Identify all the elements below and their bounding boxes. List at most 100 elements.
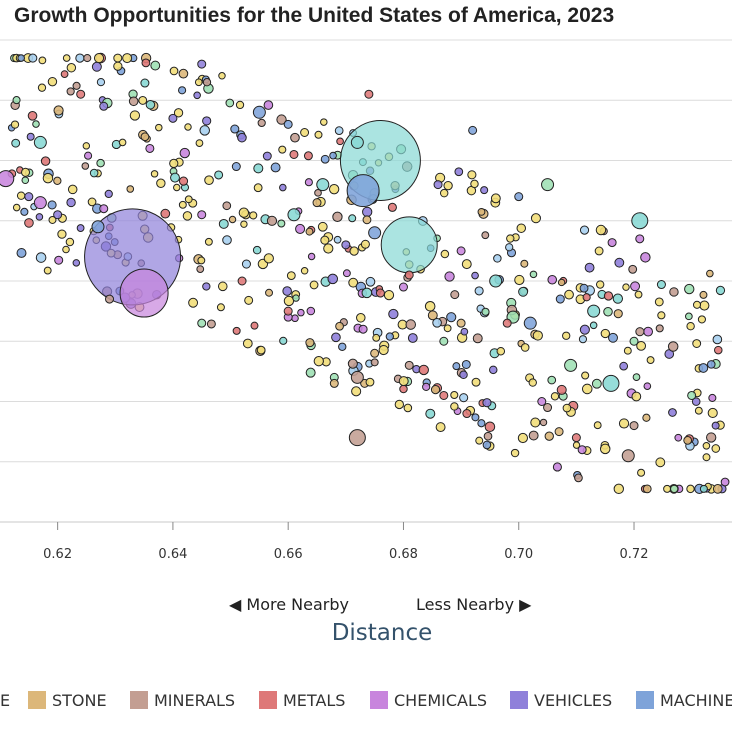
bubble-point[interactable] bbox=[173, 183, 181, 192]
bubble-point[interactable] bbox=[160, 208, 171, 219]
bubble-point[interactable] bbox=[305, 367, 316, 378]
bubble-chemicals[interactable] bbox=[358, 324, 368, 334]
bubble-point[interactable] bbox=[579, 324, 590, 335]
bubble-point[interactable] bbox=[422, 382, 431, 391]
bubble-point[interactable] bbox=[204, 175, 214, 185]
bubble-electronics[interactable] bbox=[33, 135, 47, 149]
bubble-point[interactable] bbox=[11, 138, 21, 148]
bubble-point[interactable] bbox=[178, 200, 187, 209]
bubble-point[interactable] bbox=[81, 162, 90, 170]
bubble-point[interactable] bbox=[594, 246, 604, 256]
bubble-point[interactable] bbox=[21, 176, 30, 185]
bubble-point[interactable] bbox=[329, 151, 337, 160]
bubble-point[interactable] bbox=[356, 313, 366, 323]
bubble-point[interactable] bbox=[452, 362, 461, 371]
bubble-point[interactable] bbox=[314, 189, 322, 197]
bubble-point[interactable] bbox=[669, 287, 679, 297]
bubble-machinery[interactable] bbox=[231, 162, 241, 172]
bubble-point[interactable] bbox=[156, 178, 166, 188]
bubble-point[interactable] bbox=[313, 355, 324, 367]
bubble-point[interactable] bbox=[470, 179, 479, 189]
legend-swatch-minerals[interactable] bbox=[130, 691, 148, 709]
bubble-point[interactable] bbox=[607, 238, 617, 248]
bubble-point[interactable] bbox=[603, 306, 613, 317]
bubble-point[interactable] bbox=[263, 253, 274, 264]
bubble-point[interactable] bbox=[635, 327, 645, 337]
bubble-point[interactable] bbox=[642, 413, 651, 422]
bubble-point[interactable] bbox=[578, 335, 588, 344]
bubble-machinery[interactable] bbox=[346, 174, 380, 208]
bubble-point[interactable] bbox=[240, 220, 248, 228]
bubble-point[interactable] bbox=[348, 214, 357, 223]
bubble-point[interactable] bbox=[66, 63, 77, 73]
legend-label-metals[interactable]: METALS bbox=[283, 691, 345, 710]
bubble-electronics[interactable] bbox=[380, 216, 438, 274]
bubble-point[interactable] bbox=[197, 256, 206, 265]
bubble-point[interactable] bbox=[628, 264, 638, 274]
bubble-point[interactable] bbox=[307, 252, 316, 261]
bubble-point[interactable] bbox=[711, 421, 720, 430]
bubble-point[interactable] bbox=[122, 53, 133, 64]
bubble-point[interactable] bbox=[450, 402, 459, 411]
bubble-stone[interactable] bbox=[329, 378, 339, 388]
bubble-point[interactable] bbox=[184, 195, 193, 204]
bubble-point[interactable] bbox=[599, 443, 611, 455]
bubble-electronics[interactable] bbox=[316, 178, 330, 192]
bubble-point[interactable] bbox=[712, 484, 723, 494]
bubble-point[interactable] bbox=[471, 377, 481, 387]
bubble-point[interactable] bbox=[28, 53, 38, 63]
bubble-textiles[interactable] bbox=[197, 318, 207, 328]
bubble-metals[interactable] bbox=[76, 89, 86, 99]
bubble-point[interactable] bbox=[552, 462, 562, 472]
bubble-minerals[interactable] bbox=[621, 449, 635, 463]
bubble-point[interactable] bbox=[126, 185, 135, 193]
bubble-point[interactable] bbox=[496, 346, 506, 356]
bubble-vehicles[interactable] bbox=[197, 59, 207, 69]
bubble-point[interactable] bbox=[562, 331, 571, 340]
bubble-point[interactable] bbox=[204, 237, 213, 246]
bubble-point[interactable] bbox=[623, 346, 632, 355]
bubble-point[interactable] bbox=[697, 315, 706, 324]
bubble-point[interactable] bbox=[475, 436, 484, 445]
bubble-point[interactable] bbox=[640, 252, 651, 263]
bubble-point[interactable] bbox=[714, 345, 723, 355]
bubble-point[interactable] bbox=[685, 312, 693, 321]
bubble-point[interactable] bbox=[140, 78, 150, 88]
bubble-point[interactable] bbox=[300, 267, 309, 275]
bubble-point[interactable] bbox=[297, 308, 305, 317]
bubble-metals[interactable] bbox=[364, 89, 374, 99]
bubble-chemicals[interactable] bbox=[145, 143, 155, 153]
bubble-stone[interactable] bbox=[370, 348, 380, 358]
bubble-point[interactable] bbox=[225, 98, 235, 108]
bubble-point[interactable] bbox=[53, 105, 64, 116]
bubble-point[interactable] bbox=[459, 393, 469, 403]
bubble-chemicals[interactable] bbox=[398, 282, 408, 292]
bubble-chemicals[interactable] bbox=[537, 397, 547, 406]
bubble-point[interactable] bbox=[655, 457, 666, 468]
bubble-textiles[interactable] bbox=[541, 178, 555, 192]
bubble-point[interactable] bbox=[47, 76, 58, 87]
bubble-point[interactable] bbox=[430, 384, 441, 395]
bubble-point[interactable] bbox=[706, 269, 714, 278]
bubble-electronics[interactable] bbox=[350, 135, 364, 149]
bubble-point[interactable] bbox=[278, 145, 287, 154]
bubble-point[interactable] bbox=[471, 413, 480, 422]
bubble-point[interactable] bbox=[89, 168, 99, 178]
legend-label-machinery[interactable]: MACHINE bbox=[660, 691, 732, 710]
bubble-point[interactable] bbox=[338, 342, 347, 351]
bubble-point[interactable] bbox=[202, 78, 212, 87]
bubble-point[interactable] bbox=[712, 334, 723, 345]
legend-swatch-vehicles[interactable] bbox=[510, 691, 528, 709]
bubble-point[interactable] bbox=[129, 110, 141, 121]
bubble-chemicals[interactable] bbox=[577, 445, 587, 455]
legend-label-stone[interactable]: STONE bbox=[52, 691, 107, 710]
legend-swatch-stone[interactable] bbox=[28, 691, 46, 709]
bubble-chemicals[interactable] bbox=[99, 204, 109, 214]
bubble-point[interactable] bbox=[202, 116, 212, 126]
bubble-point[interactable] bbox=[482, 440, 492, 450]
bubble-point[interactable] bbox=[253, 163, 264, 174]
bubble-machinery[interactable] bbox=[368, 226, 382, 240]
bubble-metals[interactable] bbox=[289, 149, 299, 159]
bubble-point[interactable] bbox=[399, 384, 408, 394]
bubble-point[interactable] bbox=[91, 61, 102, 72]
